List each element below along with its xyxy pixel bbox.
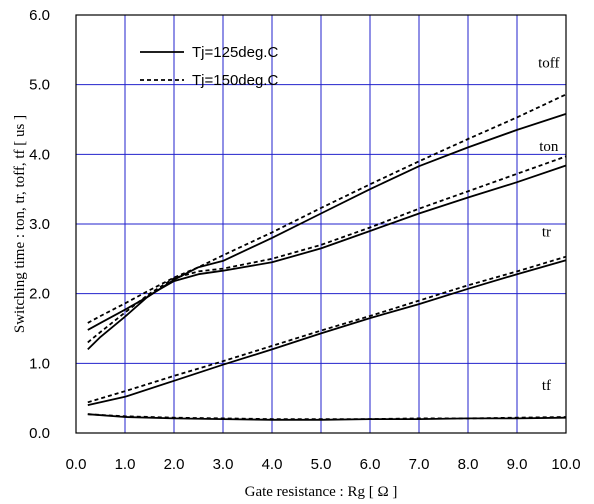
y-tick-label: 2.0	[29, 286, 50, 303]
series-label-tf: tf	[542, 378, 551, 394]
plot-frame	[75, 14, 567, 434]
series-label-tr: tr	[542, 225, 551, 241]
series-line-ton-150	[87, 155, 567, 344]
y-tick-label: 1.0	[29, 355, 50, 372]
x-tick-label: 1.0	[115, 456, 136, 473]
legend: Tj=125deg.C Tj=150deg.C	[140, 44, 278, 89]
x-tick-label: 0.0	[66, 456, 87, 473]
x-tick-labels: 0.0 1.0 2.0 3.0 4.0 5.0 6.0 7.0 8.0 9.0 10.0	[66, 456, 581, 473]
x-tick-label: 4.0	[262, 456, 283, 473]
series-line-tr-150	[87, 255, 567, 404]
x-tick-label: 9.0	[507, 456, 528, 473]
series-line-tf-150	[87, 413, 567, 420]
x-tick-label: 3.0	[213, 456, 234, 473]
y-tick-label: 3.0	[29, 216, 50, 233]
y-tick-labels: 0.0 1.0 2.0 3.0 4.0 5.0 6.0	[29, 7, 50, 442]
x-tick-label: 5.0	[311, 456, 332, 473]
series-line-ton-125	[87, 164, 567, 351]
series-line-toff-125	[87, 113, 567, 331]
legend-label: Tj=125deg.C	[192, 44, 278, 61]
series-label-toff: toff	[538, 55, 559, 71]
x-tick-label: 10.0	[551, 456, 580, 473]
y-tick-label: 4.0	[29, 146, 50, 163]
grid	[76, 15, 566, 433]
x-tick-label: 2.0	[164, 456, 185, 473]
x-tick-label: 7.0	[409, 456, 430, 473]
x-axis-label: Gate resistance : Rg [ Ω ]	[245, 484, 398, 500]
y-tick-label: 0.0	[29, 425, 50, 442]
x-tick-label: 8.0	[458, 456, 479, 473]
y-axis-label-group: Switching time : ton, tr, toff, tf [ us …	[12, 115, 28, 333]
plot-border	[75, 14, 567, 434]
series-line-tr-125	[87, 259, 567, 406]
y-tick-label: 5.0	[29, 77, 50, 94]
series-label-ton: ton	[539, 139, 559, 155]
y-tick-label: 6.0	[29, 7, 50, 24]
x-tick-label: 6.0	[360, 456, 381, 473]
y-axis-label: Switching time : ton, tr, toff, tf [ us …	[12, 115, 28, 333]
series-line-toff-150	[87, 93, 567, 324]
legend-label: Tj=150deg.C	[192, 72, 278, 89]
series-group	[87, 93, 567, 421]
series-labels: toff ton tr tf	[538, 55, 559, 394]
